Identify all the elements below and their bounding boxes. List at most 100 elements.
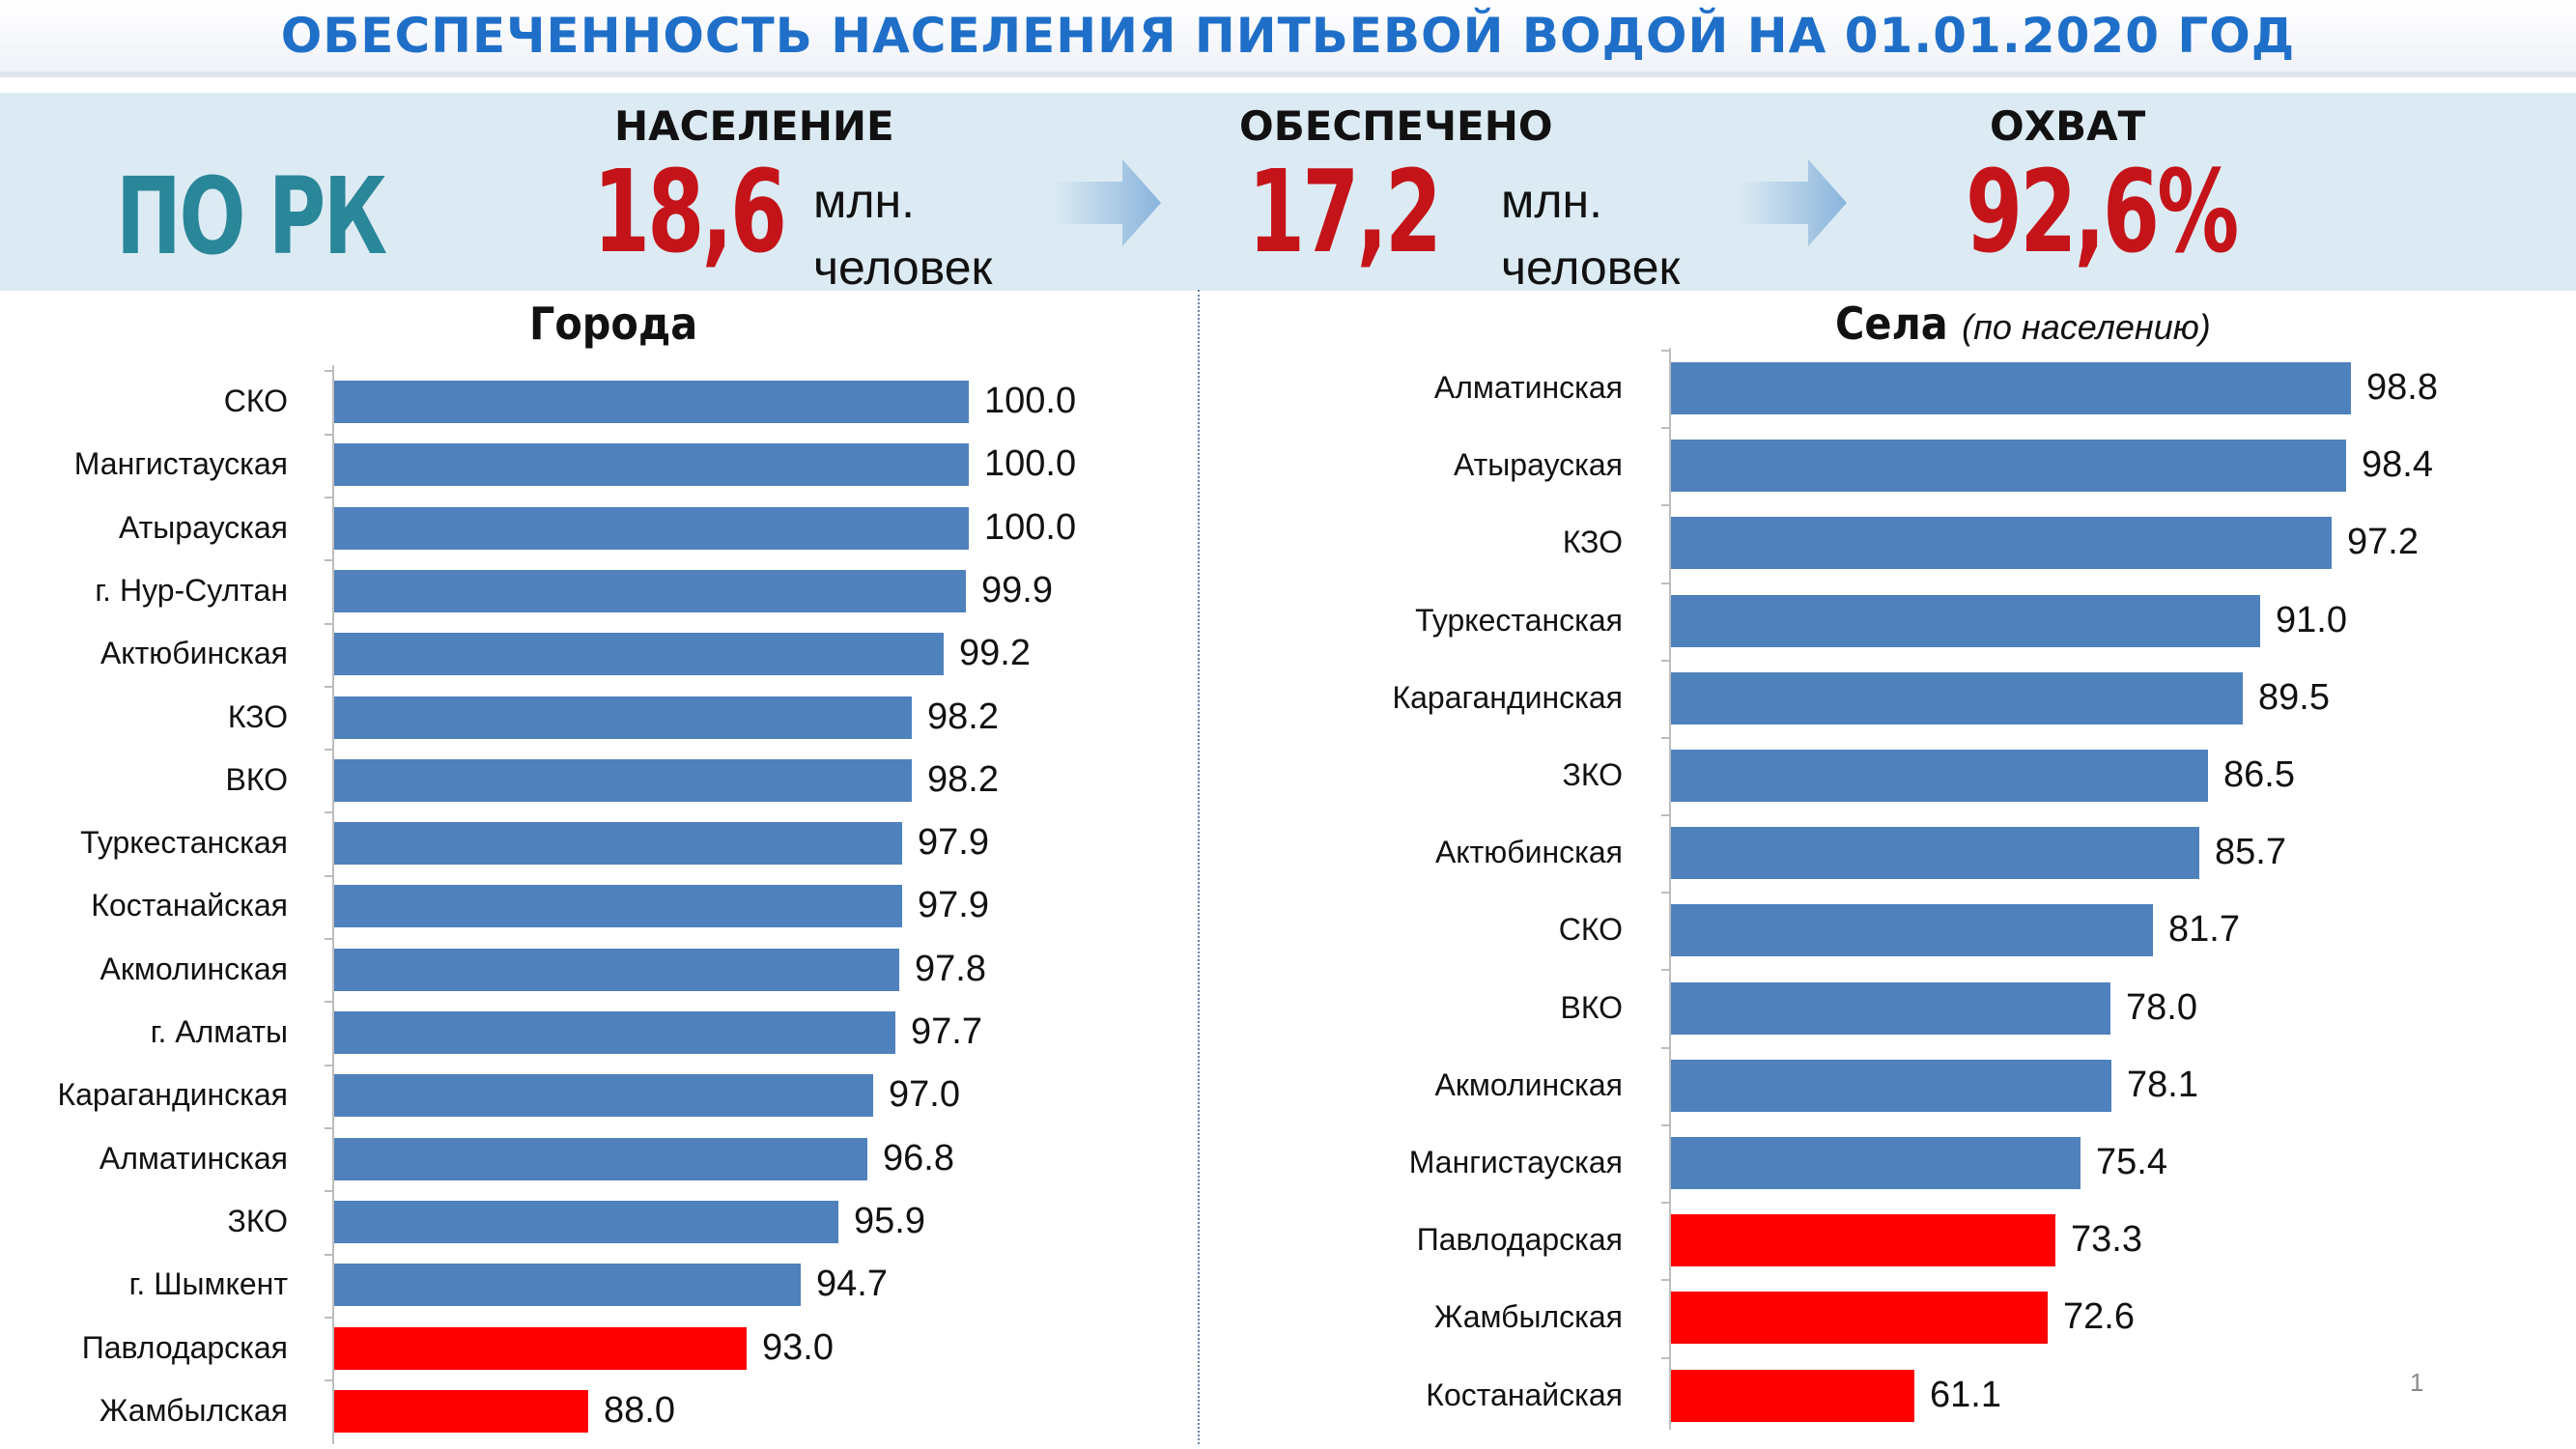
bar [1671, 440, 2346, 492]
axis-tick [325, 434, 332, 436]
value-label: 85.7 [2215, 832, 2286, 872]
category-label: Туркестанская [1415, 603, 1623, 638]
category-label: КЗО [227, 699, 288, 734]
value-label: 98.8 [2366, 367, 2438, 408]
arrow-right-icon [1053, 159, 1161, 246]
population-unit-line2: человек [813, 241, 993, 295]
value-label: 78.1 [2127, 1065, 2198, 1105]
category-label: ЗКО [1562, 757, 1624, 792]
value-label: 86.5 [2223, 754, 2295, 795]
category-label: Карагандинская [1392, 680, 1623, 715]
axis-tick [325, 1317, 332, 1319]
axis-tick [1661, 660, 1669, 662]
value-label: 78.0 [2126, 987, 2197, 1028]
value-label: 98.4 [2362, 444, 2433, 485]
axis-tick [325, 1254, 332, 1256]
value-label: 100.0 [984, 443, 1077, 484]
category-label: Алматинская [99, 1141, 288, 1176]
category-label: СКО [223, 384, 288, 418]
bar [334, 822, 902, 865]
bar [1671, 904, 2153, 956]
category-label: Туркестанская [80, 825, 288, 860]
axis-tick [325, 811, 332, 813]
bar [334, 1201, 838, 1243]
bar [334, 1327, 747, 1370]
coverage-value: 92,6% [1966, 145, 2239, 278]
value-label: 100.0 [984, 381, 1077, 421]
axis-tick [1661, 1357, 1669, 1359]
value-label: 96.8 [883, 1138, 954, 1179]
population-value: 18,6 [593, 145, 787, 278]
axis-tick [325, 497, 332, 498]
axis-tick [325, 623, 332, 625]
category-label: Павлодарская [1416, 1222, 1623, 1257]
axis-tick [1661, 969, 1669, 971]
value-label: 88.0 [604, 1390, 675, 1431]
category-label: Мангистауская [1408, 1145, 1623, 1179]
value-label: 93.0 [762, 1327, 834, 1368]
bar [334, 1074, 873, 1117]
bar [334, 1390, 588, 1433]
summary-band [0, 93, 2576, 291]
category-label: ВКО [1560, 990, 1623, 1025]
bar [1671, 1060, 2111, 1112]
provided-value: 17,2 [1248, 145, 1442, 278]
category-label: ВКО [225, 762, 288, 797]
value-label: 97.9 [918, 822, 989, 863]
category-label: КЗО [1562, 525, 1623, 559]
provided-heading: ОБЕСПЕЧЕНО [1239, 102, 1553, 150]
axis-tick [325, 686, 332, 688]
category-label: г. Алматы [150, 1014, 288, 1049]
axis-tick [1661, 427, 1669, 429]
chart-title-villages: Села (по населению) [1835, 298, 2211, 350]
bar [334, 381, 969, 423]
axis-tick [1661, 350, 1669, 352]
bar [1671, 517, 2332, 569]
axis-tick [325, 1127, 332, 1129]
value-label: 91.0 [2276, 600, 2347, 640]
bar [334, 949, 899, 991]
value-label: 99.9 [981, 570, 1053, 611]
axis-tick [1661, 1047, 1669, 1049]
category-axis [1669, 348, 1671, 1430]
axis-tick [1661, 1279, 1669, 1281]
arrow-right-icon [1739, 159, 1847, 246]
bar [334, 633, 944, 675]
provided-unit-line1: млн. [1501, 174, 1603, 228]
value-label: 72.6 [2063, 1296, 2135, 1337]
bar [1671, 1370, 1914, 1422]
bar [334, 1011, 895, 1054]
category-label: Павлодарская [81, 1330, 288, 1365]
value-label: 89.5 [2258, 677, 2330, 718]
bar [1671, 750, 2208, 802]
value-label: 100.0 [984, 507, 1077, 548]
bar [1671, 362, 2351, 414]
category-label: Костанайская [1426, 1378, 1623, 1412]
value-label: 97.9 [918, 885, 989, 925]
bar [334, 570, 966, 612]
bar [334, 1138, 867, 1180]
bar [1671, 1292, 2048, 1344]
value-label: 97.8 [915, 949, 986, 989]
category-label: Мангистауская [73, 446, 288, 481]
axis-tick [1661, 582, 1669, 584]
axis-tick [325, 559, 332, 561]
axis-tick [1661, 892, 1669, 894]
category-label: СКО [1558, 912, 1623, 947]
value-label: 97.7 [911, 1011, 982, 1052]
category-label: Карагандинская [57, 1077, 288, 1112]
axis-tick [325, 1065, 332, 1066]
category-label: Жамбылская [1433, 1299, 1623, 1334]
category-label: Актюбинская [99, 636, 288, 670]
category-label: г. Нур-Султан [95, 573, 288, 608]
axis-tick [325, 938, 332, 940]
title-band [0, 0, 2576, 77]
divider-line [1198, 290, 1200, 1444]
value-label: 97.0 [889, 1074, 960, 1115]
category-label: Актюбинская [1434, 835, 1623, 869]
axis-tick [1661, 737, 1669, 739]
coverage-heading: ОХВАТ [1990, 102, 2146, 150]
chart-subtitle-villages: (по населению) [1962, 307, 2211, 347]
axis-tick [1661, 1202, 1669, 1204]
category-label: Костанайская [91, 888, 288, 923]
